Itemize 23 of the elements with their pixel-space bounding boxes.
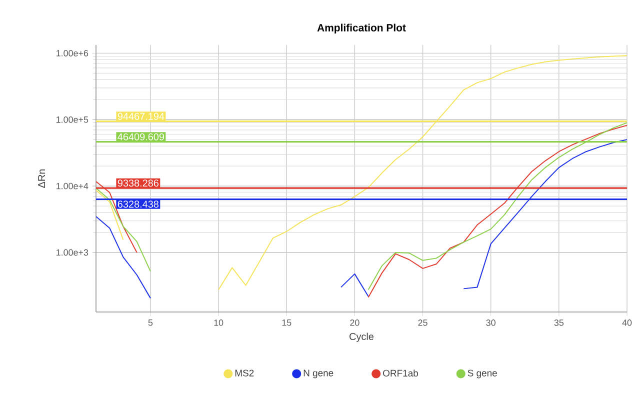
legend-label: ORF1ab: [383, 370, 418, 377]
legend-label: N gene: [304, 370, 334, 378]
y-tick-label: 1.00e+4: [56, 182, 88, 190]
x-tick-label: 10: [214, 320, 224, 326]
y-axis-title: ΔRn: [38, 169, 45, 188]
x-tick-label: 5: [148, 320, 153, 326]
x-tick-label: 30: [486, 320, 496, 326]
chart-title: Amplification Plot: [317, 24, 406, 34]
y-tick-label: 1.00e+3: [56, 249, 88, 256]
x-tick-label: 40: [622, 320, 632, 326]
x-tick-label: 35: [554, 320, 564, 326]
x-tick-label: 25: [418, 320, 428, 326]
ref-line-label: 94467.194: [118, 112, 164, 120]
x-tick-label: 20: [350, 320, 360, 326]
y-tick-label: 1.00e+5: [56, 116, 88, 123]
ref-line-label: 46409.609: [118, 133, 164, 140]
ref-line-label: 9338.286: [118, 180, 159, 187]
ref-line-label: 6328.438: [118, 200, 159, 208]
legend-label: S gene: [468, 370, 497, 378]
y-tick-label: 1.00e+6: [56, 50, 88, 56]
x-axis-title: Cycle: [350, 332, 374, 342]
legend-label: MS2: [235, 370, 254, 376]
x-tick-label: 15: [282, 320, 292, 326]
